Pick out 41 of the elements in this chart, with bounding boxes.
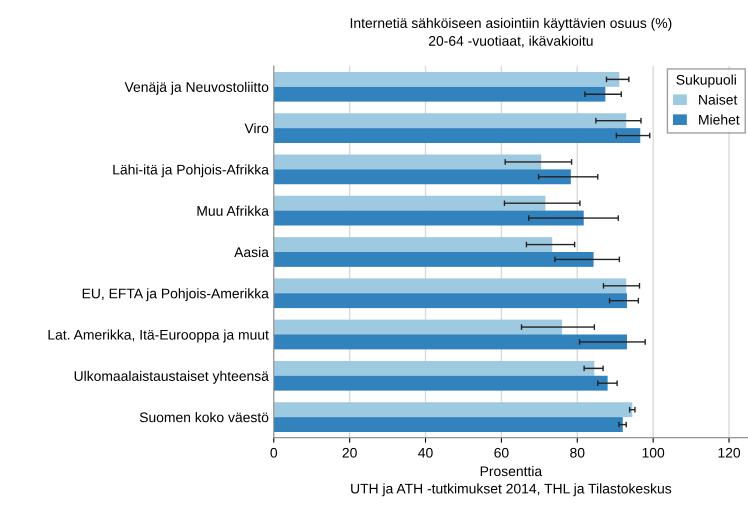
bar [274,210,584,226]
bar [274,417,623,432]
legend-label: Miehet [699,114,740,125]
x-tick-label: 60 [494,448,509,458]
x-tick-label: 100 [642,448,664,458]
bar [274,376,608,391]
legend-title: Sukupuoli [676,74,736,88]
bar [274,334,627,350]
x-tick-label: 80 [570,448,584,458]
y-tick-label: Ulkomaalaistaustaiset yhteensä [74,370,269,384]
y-tick-label: Viro [244,123,268,134]
bar [274,278,626,294]
x-tick-label: 120 [718,448,740,458]
bar [274,154,542,170]
y-tick-label: Lat. Amerikka, Itä-Eurooppa ja muut [48,329,269,342]
bar [274,128,640,143]
bar [274,72,620,87]
bar [274,252,594,267]
y-tick-label: Lähi-itä ja Pohjois-Afrikka [113,164,269,178]
bar [274,237,552,252]
chart-subtitle: 20-64 -vuotiaat, ikävakioitu [428,36,593,48]
x-tick-label: 20 [342,448,357,458]
bar [274,113,626,128]
text: UTH ja ATH -tutkimukset 2014, THL ja Tilastokeskus [351,483,672,496]
x-tick-label: 0 [270,448,278,458]
bar [274,169,571,184]
x-tick-label: 40 [418,448,433,458]
bar [274,196,546,211]
bar [274,402,632,418]
y-tick-label: Aasia [234,246,269,258]
chart-title: Internetiä sähköiseen asiointiin käyttävien osuus (%) [350,18,672,31]
y-tick-label: Venäjä ja Neuvostoliitto [124,82,268,95]
y-tick-label: EU, EFTA ja Pohjois-Amerikka [82,288,269,302]
bar [274,293,627,308]
x-axis-title: Prosenttia [480,466,542,476]
bar [274,320,562,335]
y-tick-label: Muu Afrikka [197,206,269,216]
bar [274,86,606,102]
legend-label: Naiset [699,94,738,105]
bar [274,360,594,376]
y-tick-label: Suomen koko väestö [140,412,268,422]
